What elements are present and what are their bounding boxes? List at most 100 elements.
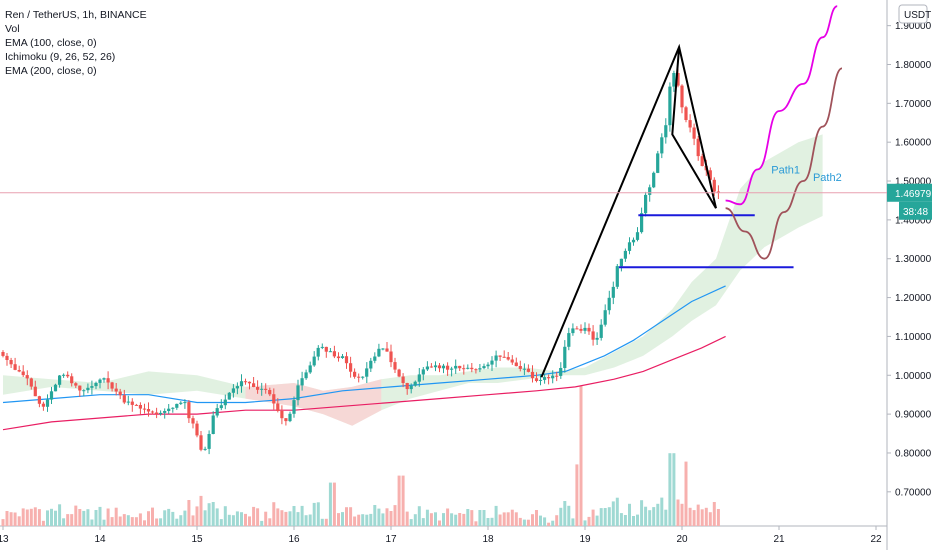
candle-body	[33, 386, 37, 397]
currency-badge: USDT	[904, 10, 931, 21]
candle-body	[627, 242, 632, 251]
candle-body	[385, 348, 389, 352]
volume-bar	[312, 502, 316, 526]
volume-bar	[599, 508, 603, 526]
volume-bar	[551, 520, 555, 526]
candle-body	[389, 351, 393, 363]
candle-body	[183, 402, 187, 404]
volume-bar	[397, 475, 401, 526]
volume-bar	[203, 510, 207, 526]
candle-body	[413, 381, 417, 386]
time-axis[interactable]: 13 14 15 16 17 18 19 20 21 22	[0, 526, 882, 545]
volume-bar	[324, 518, 328, 526]
volume-bar	[454, 514, 458, 526]
candle-body	[462, 368, 466, 370]
price-tick-label: 1.00000	[895, 371, 932, 382]
volume-bar	[337, 513, 340, 526]
candle-body	[260, 388, 264, 390]
candle-body	[510, 359, 514, 363]
volume-bar	[438, 520, 441, 526]
candle-body	[179, 402, 183, 404]
volume-bar	[17, 516, 21, 526]
price-axis[interactable]: 0.70000 0.80000 0.90000 1.00000 1.10000 1.200…	[887, 4, 932, 498]
volume-bar	[94, 510, 98, 526]
volume-bar	[78, 509, 82, 526]
volume-bar	[25, 509, 29, 526]
volume-bar	[110, 517, 114, 526]
volume-bar	[547, 522, 551, 526]
candle-body	[106, 378, 110, 383]
candle-body	[454, 365, 458, 369]
price-tick-label: 1.80000	[895, 60, 932, 71]
candle-body	[118, 391, 122, 396]
candle-body	[450, 368, 454, 370]
volume-bar	[450, 513, 454, 526]
candle-body	[276, 403, 280, 411]
candle-body	[478, 368, 482, 370]
candle-body	[369, 360, 373, 369]
candle-body	[288, 413, 292, 422]
volume-bar	[692, 510, 696, 526]
volume-bar	[559, 507, 563, 526]
volume-bar	[603, 508, 607, 526]
volume-bar	[240, 512, 243, 526]
volume-bar	[405, 511, 409, 526]
volume-bar	[130, 517, 134, 526]
candle-body	[239, 381, 244, 387]
volume-bar	[126, 515, 130, 526]
candle-body	[381, 348, 385, 350]
volume-bar	[652, 507, 656, 526]
candle-body	[611, 286, 615, 298]
time-tick-label: 20	[676, 534, 688, 545]
volume-bar	[86, 509, 90, 526]
candle-body	[692, 127, 696, 139]
volume-bar	[486, 518, 490, 526]
volume-bar	[425, 509, 429, 526]
candle-body	[409, 385, 413, 390]
candle-body	[696, 138, 700, 157]
volume-bar	[708, 512, 712, 526]
legend-ema200: EMA (200, close, 0)	[5, 65, 97, 77]
candle-body	[256, 387, 260, 390]
volume-bar	[9, 512, 13, 526]
volume-bar	[175, 518, 179, 526]
candle-body	[9, 360, 13, 365]
volume-bar	[29, 508, 33, 526]
volume-bar	[539, 515, 542, 526]
volume-bar	[244, 513, 247, 526]
volume-bar	[264, 511, 268, 526]
candle-body	[231, 388, 235, 393]
volume-bar	[704, 507, 708, 526]
volume-bar	[377, 508, 381, 526]
volume-bar	[199, 495, 203, 526]
candle-body	[296, 385, 300, 401]
candle-body	[292, 400, 296, 414]
volume-bar	[478, 510, 482, 526]
candle-body	[199, 435, 203, 450]
volume-bar	[636, 514, 639, 526]
candle-body	[603, 310, 607, 325]
volume-bar	[54, 510, 57, 526]
volume-bar	[341, 512, 344, 526]
pattern-inner-line	[671, 46, 717, 209]
volume-bar	[1, 519, 5, 526]
candle-body	[712, 179, 716, 192]
candle-body	[21, 371, 25, 376]
candle-body	[680, 85, 684, 108]
volume-bar	[187, 500, 191, 526]
candle-body	[623, 250, 627, 259]
legend-ema100: EMA (100, close, 0)	[5, 37, 97, 49]
candle-body	[316, 347, 320, 357]
volume-bar	[280, 510, 284, 526]
candle-body	[502, 356, 506, 358]
candle-body	[304, 372, 308, 379]
price-tick-label: 1.20000	[895, 293, 932, 304]
volume-bar	[276, 508, 280, 526]
candle-body	[130, 401, 134, 405]
volume-bar	[676, 499, 680, 526]
candle-body	[441, 365, 446, 369]
price-tick-label: 1.60000	[895, 138, 932, 149]
candle-body	[631, 239, 636, 243]
volume-bar	[50, 508, 53, 526]
